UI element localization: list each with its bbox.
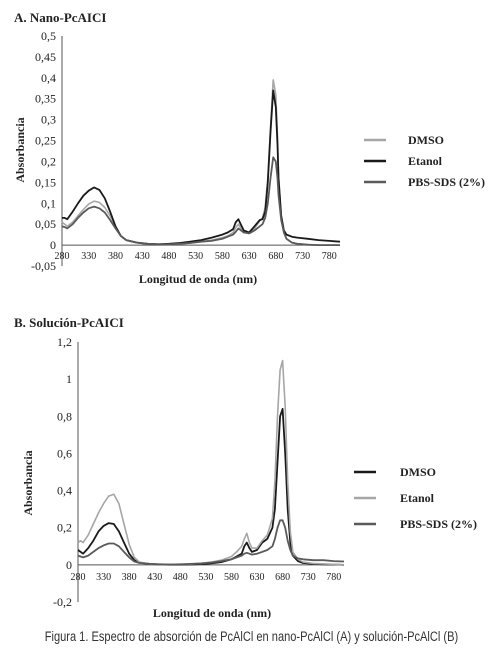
panel-b-xlabel: Longitud de onda (nm) [153, 606, 271, 620]
x-tick-label: 730 [301, 572, 316, 583]
series-line-etanol [77, 359, 345, 566]
y-tick-label: -0,05 [31, 259, 56, 273]
legend-label: Etanol [400, 491, 435, 505]
y-tick-label: 0,4 [57, 484, 72, 498]
figure-caption: Figura 1. Espectro de absorción de PcAlC… [44, 629, 459, 644]
x-tick-label: 580 [224, 572, 239, 583]
y-tick-label: 0,5 [41, 29, 56, 43]
x-tick-label: 680 [275, 572, 290, 583]
series-line-etanol [62, 89, 341, 246]
x-tick-label: 380 [108, 251, 123, 262]
y-tick-label: 0 [50, 238, 56, 252]
series-line-pbs-sds-2 [77, 519, 345, 566]
series-line-dmso [77, 408, 345, 566]
panel-b-ylabel: Absorbancia [21, 450, 35, 515]
legend-label: PBS-SDS (2%) [400, 517, 477, 531]
y-tick-label: 0,4 [41, 71, 56, 85]
legend-label: Etanol [408, 154, 443, 168]
legend-label: PBS-SDS (2%) [408, 175, 485, 189]
panel-a-title: A. Nano-PcAICI [14, 10, 106, 25]
y-tick-label: 0,8 [57, 409, 72, 423]
x-tick-label: 680 [268, 251, 283, 262]
series-line-dmso [61, 79, 340, 246]
panel-a-chart: A. Nano-PcAICI Absorbancia Longitud de o… [13, 10, 485, 286]
x-tick-label: 530 [188, 251, 203, 262]
x-tick-label: 630 [250, 572, 265, 583]
y-tick-label: 0,1 [41, 196, 56, 210]
y-tick-label: 0,35 [35, 92, 56, 106]
panel-a-ylabel: Absorbancia [13, 117, 27, 182]
y-tick-label: 0 [66, 558, 72, 572]
y-tick-label: 0,3 [41, 113, 56, 127]
y-tick-label: 0,2 [57, 521, 72, 535]
x-tick-label: 380 [122, 572, 137, 583]
y-tick-label: 1,2 [57, 335, 72, 349]
y-tick-label: 0,25 [35, 134, 56, 148]
x-tick-label: 480 [173, 572, 188, 583]
x-tick-label: 280 [55, 251, 70, 262]
y-tick-label: 0,2 [41, 154, 56, 168]
legend-label: DMSO [408, 133, 444, 147]
panel-a-legend: DMSO Etanol PBS-SDS (2%) [364, 133, 485, 189]
series-line-pbs-sds-2 [61, 156, 340, 246]
x-tick-label: 730 [295, 251, 310, 262]
y-tick-label: 0,6 [57, 446, 72, 460]
y-tick-label: 0,15 [35, 175, 56, 189]
x-tick-label: 330 [96, 572, 111, 583]
x-tick-label: 780 [322, 251, 337, 262]
y-tick-label: 0,05 [35, 217, 56, 231]
y-tick-label: 1 [66, 372, 72, 386]
x-tick-label: 330 [81, 251, 96, 262]
legend-label: DMSO [400, 465, 436, 479]
x-tick-label: 580 [215, 251, 230, 262]
x-tick-label: 430 [147, 572, 162, 583]
x-tick-label: 530 [198, 572, 213, 583]
y-tick-label: -0,2 [53, 595, 72, 609]
x-tick-label: 430 [135, 251, 150, 262]
panel-b-legend: DMSO Etanol PBS-SDS (2%) [354, 465, 477, 531]
panel-a-xlabel: Longitud de onda (nm) [139, 272, 257, 286]
x-tick-label: 280 [71, 572, 86, 583]
x-tick-label: 780 [326, 572, 341, 583]
panel-b-chart: B. Solución-PcAICI Absorbancia Longitud … [14, 315, 477, 620]
y-tick-label: 0,45 [35, 50, 56, 64]
x-tick-label: 480 [161, 251, 176, 262]
x-tick-label: 630 [242, 251, 257, 262]
panel-b-title: B. Solución-PcAICI [14, 315, 124, 330]
